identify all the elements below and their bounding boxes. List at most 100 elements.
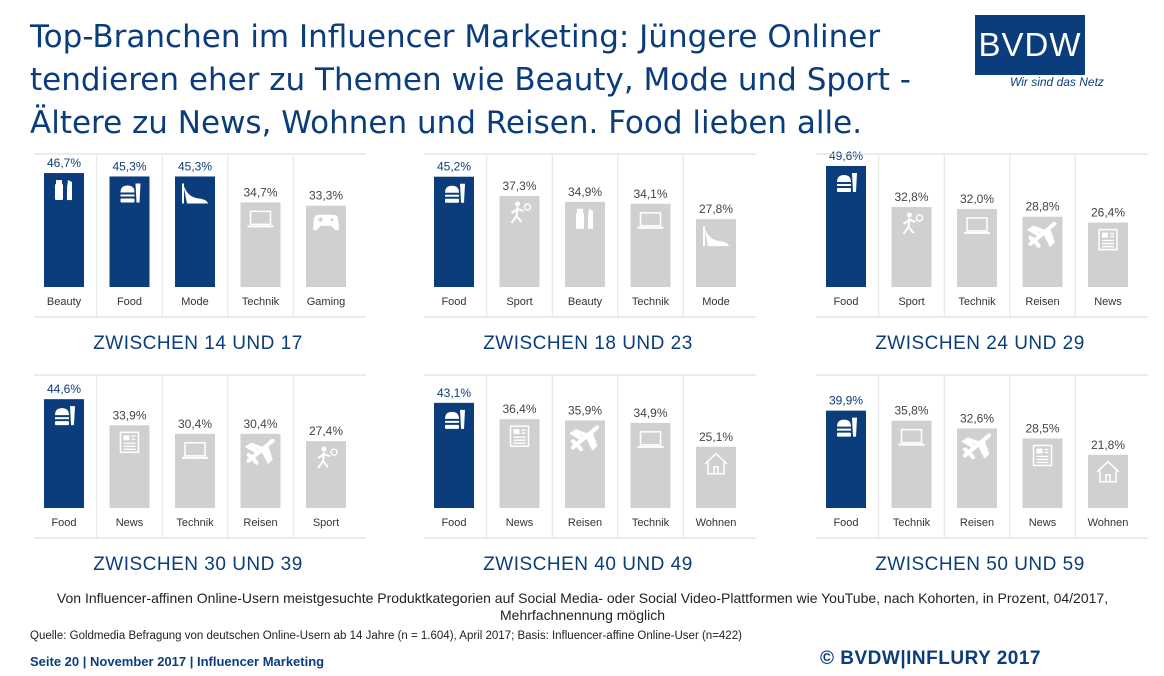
bar-beauty — [44, 173, 84, 287]
bar-sport — [306, 441, 346, 508]
plane-icon — [961, 433, 991, 460]
data-label: 37,3% — [502, 179, 536, 193]
bar-food — [434, 402, 474, 508]
newspaper-icon — [119, 431, 140, 454]
chart-title-30-39: ZWISCHEN 30 UND 39 — [93, 554, 303, 575]
bar-reisen — [240, 433, 281, 508]
data-label: 45,3% — [112, 159, 146, 173]
data-label: 34,1% — [633, 187, 667, 201]
food-icon — [445, 183, 465, 203]
category-label: Food — [441, 517, 466, 529]
chart-40-49: 43,1% Food 36,4% News 35,9% Reisen 34,9% Techni… — [420, 374, 760, 556]
food-icon — [120, 183, 141, 203]
bar-chart-svg: 45,2% Food 37,3% Sport 34,9% Beauty 34,1% Techn… — [424, 153, 756, 318]
bar-food — [109, 176, 150, 287]
chart-title-18-23: ZWISCHEN 18 UND 23 — [483, 333, 693, 354]
category-label: Technik — [632, 517, 670, 529]
bar-food — [826, 165, 866, 287]
bar-technik — [630, 203, 671, 287]
laptop-icon — [637, 431, 664, 448]
bar-technik — [240, 202, 281, 287]
category-label: Sport — [898, 296, 924, 308]
sport-icon — [902, 212, 924, 235]
food-icon — [837, 417, 857, 437]
food-icon — [445, 409, 465, 429]
data-label: 49,6% — [829, 149, 863, 163]
chart-30-39: 44,6% Food 33,9% News 30,4% Technik 30,4% Reise… — [30, 374, 370, 556]
chart-14-17: 46,7% Beauty 45,3% Food 45,3% Mode 34,7% Techni… — [30, 153, 370, 335]
data-label: 44,6% — [47, 382, 81, 396]
data-label: 34,7% — [243, 185, 277, 199]
bar-chart-svg: 46,7% Beauty 45,3% Food 45,3% Mode 34,7% Techni… — [34, 153, 366, 318]
laptop-icon — [964, 217, 990, 234]
food-icon — [55, 406, 75, 426]
house-icon — [704, 452, 728, 475]
category-label: Gaming — [307, 296, 346, 308]
data-label: 36,4% — [502, 402, 536, 416]
data-label: 27,4% — [309, 424, 343, 438]
category-label: Wohnen — [696, 517, 737, 529]
category-label: News — [506, 517, 534, 529]
shoe-icon — [182, 183, 208, 204]
chart-title-24-29: ZWISCHEN 24 UND 29 — [875, 333, 1085, 354]
sport-icon — [317, 446, 338, 469]
category-label: News — [1094, 296, 1122, 308]
category-label: Technik — [242, 296, 280, 308]
beauty-icon — [55, 180, 72, 201]
footer-copyright: © BVDW|INFLURY 2017 — [820, 648, 1041, 669]
category-label: Technik — [958, 296, 996, 308]
category-label: Technik — [632, 296, 670, 308]
category-label: Reisen — [1025, 296, 1059, 308]
gamepad-icon — [313, 214, 339, 231]
bar-chart-svg: 39,9% Food 35,8% Technik 32,6% Reisen 28,5% New… — [816, 374, 1148, 539]
house-icon — [1096, 460, 1120, 483]
bar-chart-svg: 44,6% Food 33,9% News 30,4% Technik 30,4% Reise… — [34, 374, 366, 539]
bar-chart-svg: 43,1% Food 36,4% News 35,9% Reisen 34,9% Techni… — [424, 374, 756, 539]
plane-icon — [1026, 221, 1057, 248]
page-title: Top-Branchen im Influencer Marketing: Jü… — [30, 19, 911, 141]
data-label: 46,7% — [47, 156, 81, 170]
bar-food — [826, 410, 866, 508]
bar-news — [1088, 222, 1128, 287]
data-label: 45,3% — [178, 159, 212, 173]
category-label: Technik — [893, 517, 931, 529]
chart-subtitle: Von Influencer-affinen Online-Usern meis… — [56, 590, 1109, 623]
data-label: 32,0% — [960, 192, 994, 206]
chart-title-14-17: ZWISCHEN 14 UND 17 — [93, 333, 303, 354]
data-label: 26,4% — [1091, 206, 1125, 220]
data-label: 34,9% — [568, 185, 602, 199]
bar-technik — [175, 433, 215, 508]
category-label: Food — [51, 517, 76, 529]
data-label: 39,9% — [829, 394, 863, 408]
data-label: 33,9% — [112, 408, 146, 422]
bar-technik — [891, 420, 932, 508]
category-label: Reisen — [243, 517, 277, 529]
laptop-icon — [898, 428, 925, 446]
data-label: 35,9% — [568, 403, 602, 417]
shoe-icon — [703, 226, 729, 247]
category-label: Mode — [702, 296, 730, 308]
laptop-icon — [247, 210, 274, 228]
sport-icon — [510, 201, 532, 224]
source-note: Quelle: Goldmedia Befragung von deutsche… — [30, 630, 742, 642]
bar-technik — [630, 422, 671, 508]
category-label: Food — [441, 296, 466, 308]
data-label: 32,6% — [960, 411, 994, 425]
category-label: Technik — [176, 517, 214, 529]
plane-icon — [244, 438, 275, 465]
category-label: Reisen — [960, 517, 994, 529]
bar-food — [44, 399, 84, 508]
newspaper-icon — [1032, 444, 1053, 467]
category-label: Sport — [313, 517, 339, 529]
category-label: Beauty — [568, 296, 603, 308]
category-label: News — [116, 517, 144, 529]
category-label: Mode — [181, 296, 209, 308]
bar-sport — [891, 206, 932, 287]
bar-food — [434, 176, 474, 287]
data-label: 30,4% — [178, 417, 212, 431]
bar-chart-svg: 49,6% Food 32,8% Sport 32,0% Technik 28,8% Reis… — [816, 149, 1148, 318]
data-label: 33,3% — [309, 189, 343, 203]
data-label: 30,4% — [243, 417, 277, 431]
category-label: Wohnen — [1088, 517, 1129, 529]
data-label: 32,8% — [894, 190, 928, 204]
